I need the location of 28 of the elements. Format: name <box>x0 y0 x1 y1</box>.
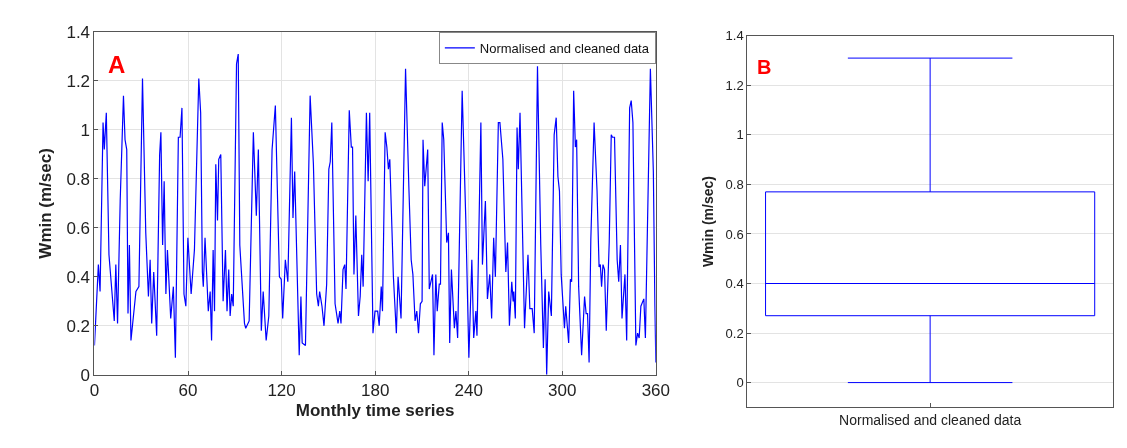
y-tick-label: 0.2 <box>66 316 91 336</box>
y-tick-label: 0.2 <box>725 325 744 341</box>
x-tick-label: 240 <box>454 381 483 401</box>
y-tick-label: 1 <box>736 127 744 143</box>
x-tick-label: 180 <box>360 381 390 401</box>
y-tick-label: 0.6 <box>725 226 744 242</box>
x-tick-label: 60 <box>178 381 198 401</box>
x-tick-label: 120 <box>267 381 296 401</box>
annotation: B <box>757 56 772 78</box>
y-tick-label: 1.2 <box>725 77 744 93</box>
y-axis-title: Wmin (m/sec) <box>35 148 55 259</box>
x-tick-label: 360 <box>641 381 671 401</box>
line-series <box>94 53 656 375</box>
x-axis-title: Monthly time series <box>295 400 455 420</box>
y-tick-label: 1.2 <box>66 71 91 91</box>
y-tick-label: 0 <box>80 365 91 385</box>
y-tick-label: 0.4 <box>725 276 744 292</box>
y-tick-label: 1.4 <box>66 22 91 42</box>
y-tick-label: 0.8 <box>66 169 91 189</box>
x-tick-label: 300 <box>548 381 577 401</box>
annotation: A <box>108 51 126 78</box>
y-axis-title: Wmin (m/sec) <box>700 176 717 268</box>
y-tick-label: 0.6 <box>66 218 91 238</box>
y-tick-label: 0.8 <box>725 176 744 192</box>
y-tick-label: 1.4 <box>725 28 744 44</box>
y-tick-label: 1 <box>80 120 91 140</box>
legend-label: Normalised and cleaned data <box>479 41 650 56</box>
y-tick-label: 0.4 <box>66 267 91 287</box>
